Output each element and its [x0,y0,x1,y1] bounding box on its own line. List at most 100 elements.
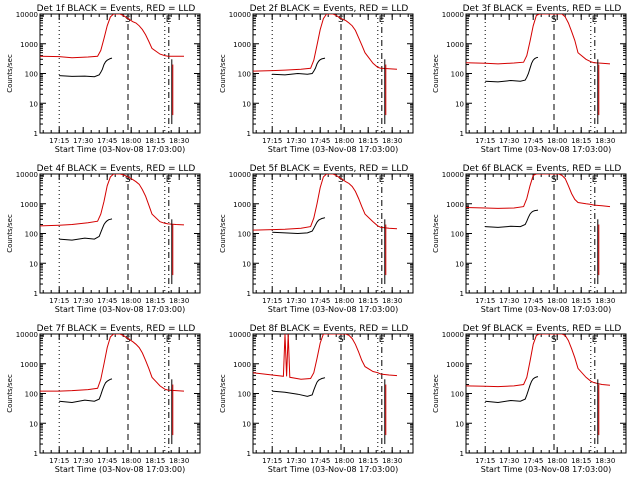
y-tick-label: 10 [455,260,464,268]
series-group [40,334,185,445]
panel-det-3f: Det 3f BLACK = Events, RED = LLD 1 10 100 10… [432,4,627,154]
plot-frame [465,13,627,134]
y-tick-label: 100 [25,391,38,399]
y-axis-label: Counts/sec [219,214,227,253]
y-tick-label: 10000 [442,331,464,339]
plot-frame [39,333,201,454]
x-tick-label: 18:00 [547,457,567,465]
end-marker-label: E [379,15,385,25]
x-tick-label: 18:30 [595,457,615,465]
x-tick-label: 17:15 [475,297,495,305]
vertical-markers [58,174,170,293]
events-series-line [59,378,113,404]
plot-frame [39,13,201,134]
x-tick-label: 18:00 [121,137,141,145]
x-tick-label: 18:15 [145,137,165,145]
y-tick-label: 10 [29,260,38,268]
y-tick-label: 1000 [446,201,464,209]
panel-title: Det 4f BLACK = Events, RED = LLD [37,164,196,174]
x-tick-label: 18:30 [382,457,402,465]
x-tick-label: 17:15 [262,137,282,145]
y-tick-label: 10 [242,260,251,268]
x-tick-label: 17:45 [523,137,543,145]
panel-det-2f: Det 2f BLACK = Events, RED = LLD 1 10 100 10… [219,4,414,154]
vertical-markers [58,14,170,133]
y-tick-label: 1 [460,290,464,298]
y-tick-label: 10000 [442,11,464,19]
x-tick-label: 18:30 [382,137,402,145]
end-marker-label: E [592,15,598,25]
y-tick-label: 10 [29,420,38,428]
y-tick-label: 100 [451,231,464,239]
x-axis-label: Start Time (03-Nov-08 17:03:00) [481,145,611,154]
x-axis-label: Start Time (03-Nov-08 17:03:00) [55,305,185,314]
x-tick-label: 17:45 [310,457,330,465]
panel-title: Det 3f BLACK = Events, RED = LLD [463,4,622,14]
end-marker-label: E [166,335,172,345]
events-series-line [485,376,539,404]
y-tick-label: 100 [451,71,464,79]
y-tick-label: 1000 [233,201,251,209]
x-tick-label: 18:00 [547,297,567,305]
vertical-markers [271,14,383,133]
y-tick-label: 10000 [16,11,38,19]
y-tick-label: 1 [460,450,464,458]
y-axis-label: Counts/sec [432,54,440,93]
lld-series-line [40,14,184,59]
x-tick-label: 18:30 [169,137,189,145]
y-tick-label: 1000 [446,361,464,369]
plot-frame [252,13,414,134]
x-tick-label: 17:30 [286,297,306,305]
x-tick-label: 17:15 [49,457,69,465]
y-tick-label: 1 [247,450,251,458]
x-tick-label: 18:00 [547,137,567,145]
x-tick-label: 18:15 [358,137,378,145]
y-tick-label: 10000 [229,331,251,339]
y-tick-label: 10 [455,100,464,108]
x-tick-label: 17:30 [286,137,306,145]
x-tick-label: 17:15 [475,137,495,145]
y-axis-label: Counts/sec [6,214,14,253]
y-tick-label: 10000 [442,171,464,179]
x-tick-label: 17:45 [97,457,117,465]
end-marker-label: E [166,175,172,185]
end-marker-label: E [592,335,598,345]
vertical-markers [484,174,596,293]
y-axis-label: Counts/sec [219,374,227,413]
x-tick-label: 18:00 [121,457,141,465]
series-group [466,14,611,125]
x-tick-label: 18:00 [121,297,141,305]
x-axis-label: Start Time (03-Nov-08 17:03:00) [55,465,185,474]
start-marker-label: S [125,175,131,185]
y-tick-label: 10000 [16,331,38,339]
x-tick-label: 17:15 [262,457,282,465]
x-tick-label: 18:15 [571,457,591,465]
y-tick-label: 10 [29,100,38,108]
plot-frame [39,173,201,294]
series-group [253,14,398,125]
y-tick-label: 10000 [229,11,251,19]
y-tick-label: 10000 [229,171,251,179]
y-tick-label: 1000 [20,201,38,209]
start-marker-label: S [125,335,131,345]
panel-det-1f: Det 1f BLACK = Events, RED = LLD 1 10 100 10… [6,4,201,154]
x-tick-label: 17:30 [73,297,93,305]
x-tick-label: 17:15 [475,457,495,465]
y-tick-label: 100 [238,391,251,399]
panel-title: Det 5f BLACK = Events, RED = LLD [250,164,409,174]
x-tick-label: 17:30 [73,457,93,465]
y-axis-label: Counts/sec [219,54,227,93]
panel-title: Det 8f BLACK = Events, RED = LLD [250,324,409,334]
x-axis-label: Start Time (03-Nov-08 17:03:00) [55,145,185,154]
events-series-line [59,218,113,241]
lld-series-line [253,174,398,231]
x-axis-label: Start Time (03-Nov-08 17:03:00) [268,305,398,314]
x-tick-label: 18:15 [571,137,591,145]
x-tick-label: 17:15 [49,137,69,145]
x-tick-label: 17:15 [49,297,69,305]
x-tick-label: 18:30 [595,297,615,305]
plot-frame [465,173,627,294]
x-tick-label: 18:15 [145,457,165,465]
y-tick-label: 100 [238,71,251,79]
x-tick-label: 18:00 [334,457,354,465]
